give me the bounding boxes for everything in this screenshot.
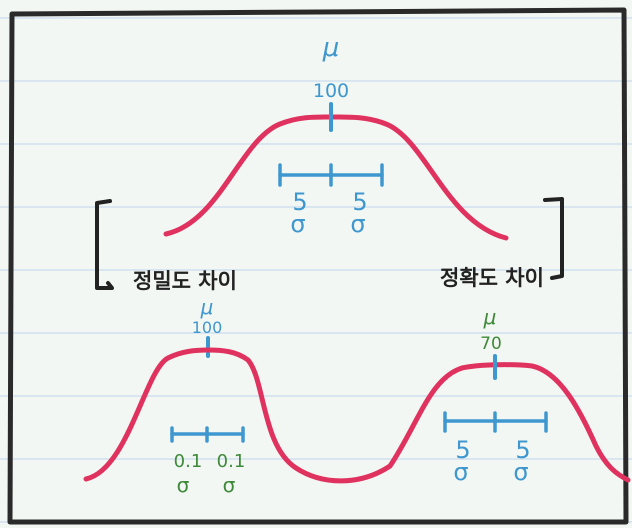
bottom-right-mu-symbol: μ <box>483 305 497 329</box>
left-label: 정밀도 차이 <box>133 269 237 293</box>
right-bracket <box>543 197 564 280</box>
top-sd-scale <box>278 163 384 187</box>
bottom-right-right-sd-number: 5 <box>515 436 530 464</box>
bottom-right-left-sigma: σ <box>453 458 468 486</box>
bottom-left-mu-symbol: μ <box>200 295 214 319</box>
top-mu-symbol: μ <box>322 33 340 63</box>
bottom-left-right-sd-number: 0.1 <box>217 451 246 472</box>
left-bracket <box>95 199 114 290</box>
bottom-left-right-sigma: σ <box>223 473 236 497</box>
top-left-sd-number: 5 <box>292 188 307 216</box>
bottom-left-mean-value: 100 <box>192 318 223 337</box>
bottom-distributions-curve <box>83 347 631 484</box>
bottom-left-left-sd-number: 0.1 <box>174 451 203 472</box>
right-label: 정확도 차이 <box>440 266 544 290</box>
top-left-sigma: σ <box>290 210 305 238</box>
bottom-right-left-sd-number: 5 <box>455 436 470 464</box>
top-right-sigma: σ <box>350 210 365 238</box>
top-right-sd-number: 5 <box>352 188 367 216</box>
bottom-right-mean-value: 70 <box>480 334 502 354</box>
bottom-left-sd-scale <box>170 426 245 443</box>
outer-frame <box>7 7 629 525</box>
top-distribution-curve <box>163 114 509 241</box>
top-mean-value: 100 <box>313 80 349 102</box>
bottom-right-sd-scale <box>443 411 548 433</box>
bottom-right-right-sigma: σ <box>513 458 528 486</box>
bottom-left-left-sigma: σ <box>177 473 190 497</box>
